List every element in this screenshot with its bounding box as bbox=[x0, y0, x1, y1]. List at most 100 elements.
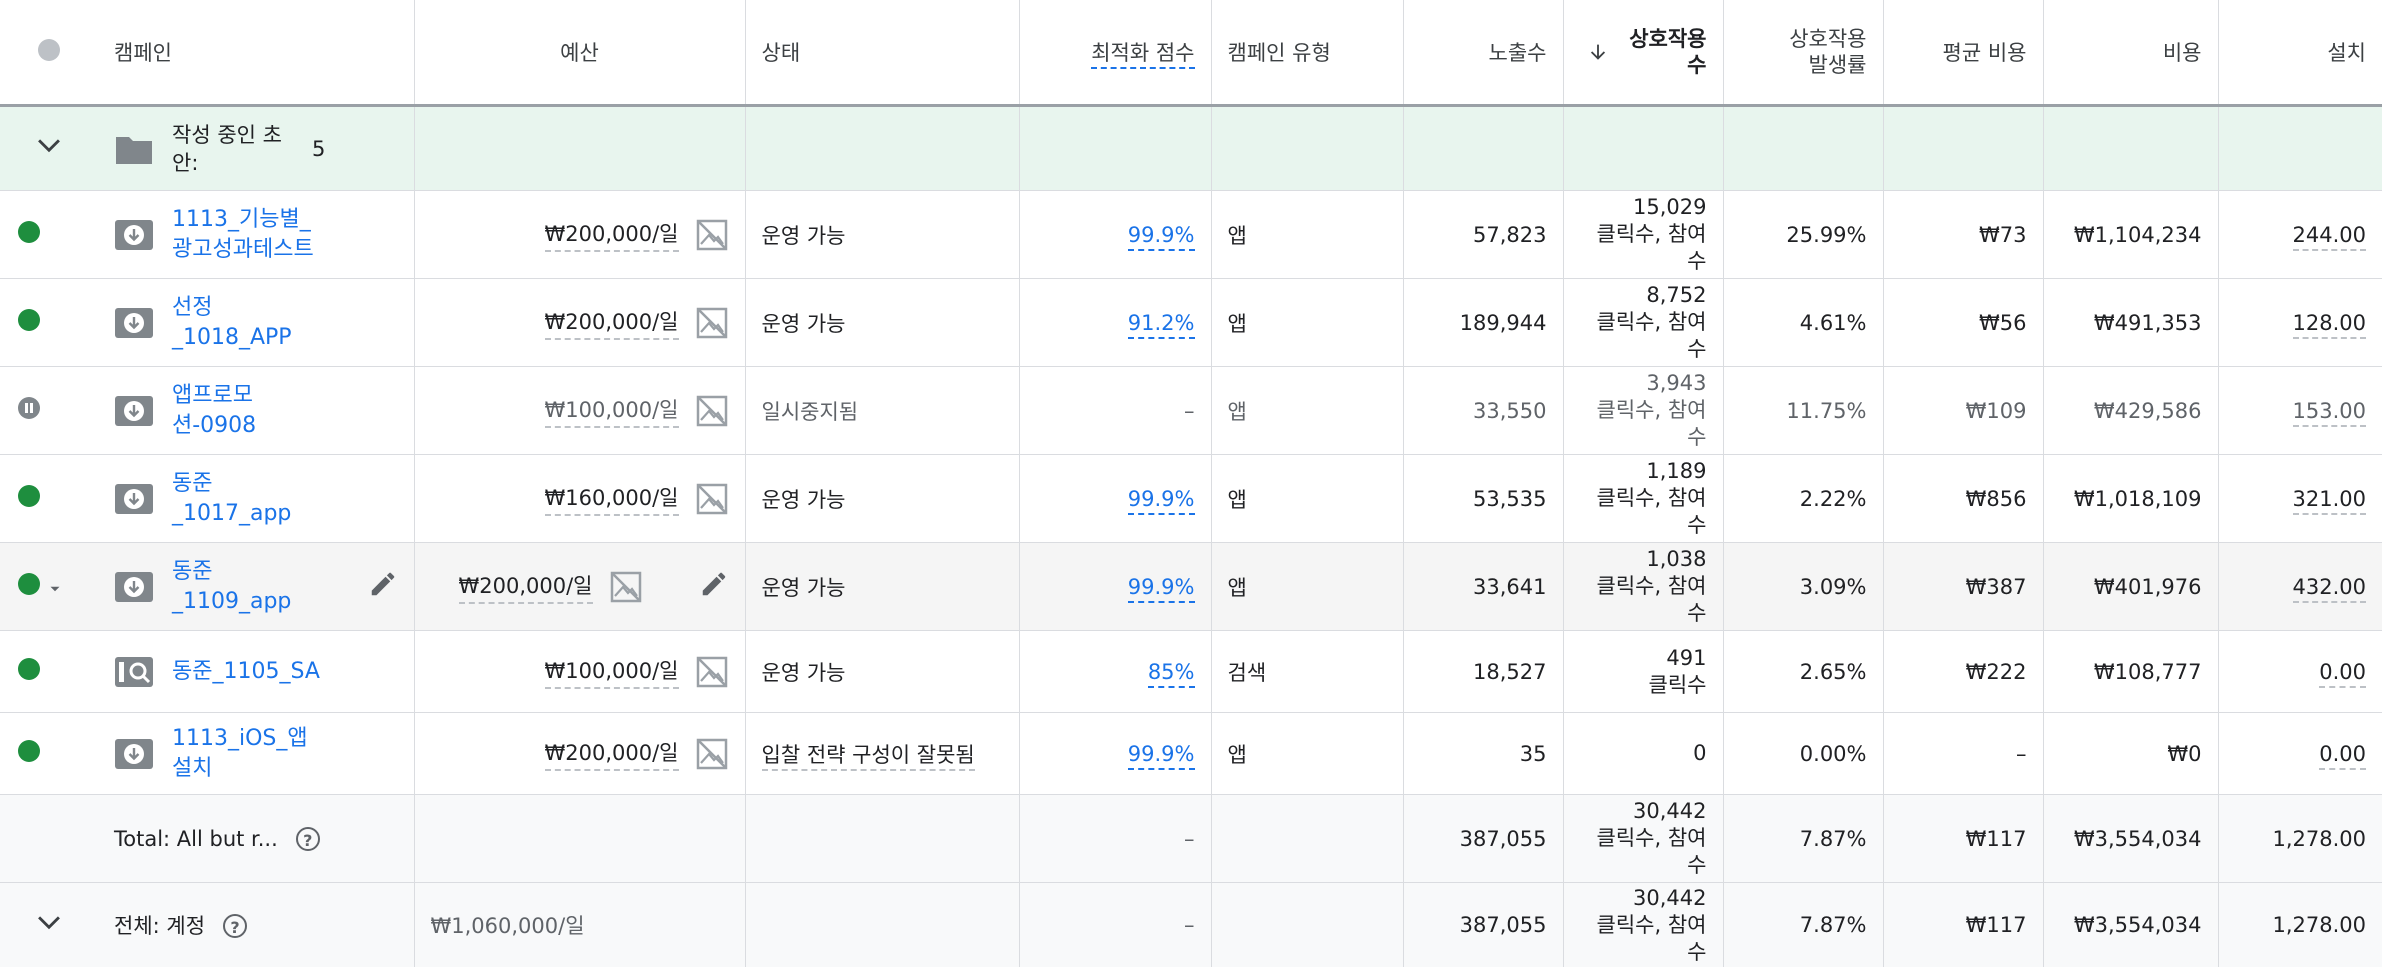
status-cell[interactable] bbox=[0, 279, 98, 367]
chevron-down-icon[interactable] bbox=[32, 129, 66, 163]
col-score-label: 최적화 점수 bbox=[1091, 41, 1194, 69]
select-all-dot[interactable] bbox=[38, 39, 60, 61]
arrow-down-icon bbox=[1587, 41, 1609, 63]
installs-value[interactable]: 0.00 bbox=[2319, 742, 2366, 770]
interactions-unit: 클릭수, 참여수 bbox=[1597, 574, 1707, 625]
table-row[interactable]: 1113_iOS_앱설치 ₩200,000/일 입찰 전략 구성이 잘못됨 99… bbox=[0, 713, 2382, 795]
score-value[interactable]: 99.9% bbox=[1128, 223, 1195, 251]
table-row[interactable]: 동준_1017_app ₩160,000/일 운영 가능 99.9% 앱 53,… bbox=[0, 455, 2382, 543]
campaign-cell: 동준_1017_app bbox=[98, 455, 414, 543]
budget-cell[interactable]: ₩160,000/일 bbox=[414, 455, 745, 543]
table-row[interactable]: 1113_기능별_광고성과테스트 ₩200,000/일 운영 가능 99.9% … bbox=[0, 191, 2382, 279]
table-row[interactable]: 동준_1109_app ₩200,000/일 운영 가능 99.9% 앱 33,… bbox=[0, 543, 2382, 631]
budget-cell[interactable]: ₩200,000/일 bbox=[414, 191, 745, 279]
budget-cell[interactable]: ₩100,000/일 bbox=[414, 367, 745, 455]
status-cell[interactable] bbox=[0, 631, 98, 713]
rate-cell: 3.09% bbox=[1723, 543, 1883, 631]
score-cell: 99.9% bbox=[1019, 543, 1211, 631]
campaign-link[interactable]: 1113_기능별_광고성과테스트 bbox=[172, 205, 320, 265]
chevron-down-icon[interactable] bbox=[32, 906, 66, 940]
help-circle-icon[interactable]: ? bbox=[296, 827, 320, 851]
col-avg-cost[interactable]: 평균 비용 bbox=[1883, 0, 2043, 106]
col-impressions[interactable]: 노출수 bbox=[1403, 0, 1563, 106]
caret-down-icon[interactable] bbox=[46, 580, 64, 598]
status-text: 일시중지됨 bbox=[762, 400, 859, 424]
impressions-cell: 57,823 bbox=[1403, 191, 1563, 279]
help-circle-icon[interactable]: ? bbox=[223, 914, 247, 938]
pencil-icon[interactable] bbox=[699, 569, 729, 599]
impressions-value: 53,535 bbox=[1473, 487, 1546, 511]
installs-value[interactable]: 432.00 bbox=[2293, 575, 2366, 603]
campaign-link[interactable]: 앱프로모션-0908 bbox=[172, 381, 320, 441]
select-all[interactable] bbox=[0, 0, 98, 106]
score-value[interactable]: 99.9% bbox=[1128, 575, 1195, 603]
budget-value[interactable]: ₩200,000/일 bbox=[545, 306, 679, 340]
campaign-type: 앱 bbox=[1228, 224, 1247, 248]
status-text: 운영 가능 bbox=[762, 576, 846, 600]
status-paused-dot[interactable] bbox=[18, 397, 40, 419]
status-cell[interactable] bbox=[0, 367, 98, 455]
budget-value[interactable]: ₩200,000/일 bbox=[545, 737, 679, 771]
total-installs: 1,278.00 bbox=[2272, 827, 2366, 851]
budget-cell[interactable]: ₩200,000/일 bbox=[414, 713, 745, 795]
budget-value[interactable]: ₩100,000/일 bbox=[545, 394, 679, 428]
score-value[interactable]: 99.9% bbox=[1128, 742, 1195, 770]
campaign-link[interactable]: 1113_iOS_앱설치 bbox=[172, 724, 320, 784]
account-expand[interactable] bbox=[0, 883, 98, 967]
budget-value[interactable]: ₩200,000/일 bbox=[459, 570, 593, 604]
status-active-dot[interactable] bbox=[18, 573, 40, 595]
campaign-link[interactable]: 동준_1109_app bbox=[172, 557, 320, 617]
table-row[interactable]: 앱프로모션-0908 ₩100,000/일 일시중지됨 – 앱 33,550 3… bbox=[0, 367, 2382, 455]
installs-value[interactable]: 321.00 bbox=[2293, 487, 2366, 515]
installs-value[interactable]: 0.00 bbox=[2319, 660, 2366, 688]
status-cell[interactable] bbox=[0, 191, 98, 279]
total-interactions-unit: 클릭수, 참여수 bbox=[1597, 826, 1707, 877]
cost-cell: ₩491,353 bbox=[2043, 279, 2218, 367]
installs-value[interactable]: 153.00 bbox=[2293, 399, 2366, 427]
col-campaign[interactable]: 캠페인 bbox=[98, 0, 414, 106]
campaign-link[interactable]: 동준_1017_app bbox=[172, 469, 320, 529]
budget-value[interactable]: ₩200,000/일 bbox=[545, 218, 679, 252]
budget-value[interactable]: ₩160,000/일 bbox=[545, 482, 679, 516]
impressions-cell: 35 bbox=[1403, 713, 1563, 795]
installs-value[interactable]: 128.00 bbox=[2293, 311, 2366, 339]
draft-row[interactable]: 작성 중인 초안: 5 bbox=[0, 106, 2382, 191]
table-row[interactable]: 동준_1105_SA ₩100,000/일 운영 가능 85% 검색 18,52… bbox=[0, 631, 2382, 713]
status-active-dot[interactable] bbox=[18, 485, 40, 507]
budget-cell[interactable]: ₩200,000/일 bbox=[414, 279, 745, 367]
col-type[interactable]: 캠페인 유형 bbox=[1211, 0, 1403, 106]
campaign-link[interactable]: 동준_1105_SA bbox=[172, 657, 320, 687]
cost-value: ₩401,976 bbox=[2094, 575, 2202, 599]
col-installs[interactable]: 설치 bbox=[2218, 0, 2382, 106]
header-row: 캠페인 예산 상태 최적화 점수 캠페인 유형 노출수 상호작용수 상호작용 발… bbox=[0, 0, 2382, 106]
col-status-label: 상태 bbox=[762, 41, 801, 65]
budget-cell[interactable]: ₩100,000/일 bbox=[414, 631, 745, 713]
col-status[interactable]: 상태 bbox=[745, 0, 1019, 106]
status-active-dot[interactable] bbox=[18, 221, 40, 243]
col-cost[interactable]: 비용 bbox=[2043, 0, 2218, 106]
col-budget[interactable]: 예산 bbox=[414, 0, 745, 106]
col-score[interactable]: 최적화 점수 bbox=[1019, 0, 1211, 106]
score-value[interactable]: 99.9% bbox=[1128, 487, 1195, 515]
status-active-dot[interactable] bbox=[18, 309, 40, 331]
status-active-dot[interactable] bbox=[18, 740, 40, 762]
col-interactions[interactable]: 상호작용수 bbox=[1563, 0, 1723, 106]
status-cell[interactable] bbox=[0, 543, 98, 631]
campaign-type: 앱 bbox=[1228, 400, 1247, 424]
draft-expand[interactable] bbox=[0, 106, 98, 191]
pencil-icon[interactable] bbox=[368, 569, 398, 599]
campaign-link[interactable]: 선정_1018_APP bbox=[172, 293, 320, 353]
budget-cell[interactable]: ₩200,000/일 bbox=[414, 543, 745, 631]
total-expand bbox=[0, 795, 98, 883]
status-cell[interactable] bbox=[0, 455, 98, 543]
score-value[interactable]: 91.2% bbox=[1128, 311, 1195, 339]
col-interaction-rate[interactable]: 상호작용 발생률 bbox=[1723, 0, 1883, 106]
installs-value[interactable]: 244.00 bbox=[2293, 223, 2366, 251]
status-active-dot[interactable] bbox=[18, 658, 40, 680]
status-cell[interactable] bbox=[0, 713, 98, 795]
table-row[interactable]: 선정_1018_APP ₩200,000/일 운영 가능 91.2% 앱 189… bbox=[0, 279, 2382, 367]
budget-value[interactable]: ₩100,000/일 bbox=[545, 655, 679, 689]
status-text[interactable]: 입찰 전략 구성이 잘못됨 bbox=[762, 743, 975, 771]
score-value[interactable]: 85% bbox=[1148, 660, 1195, 688]
rate-value: 2.22% bbox=[1800, 487, 1867, 511]
